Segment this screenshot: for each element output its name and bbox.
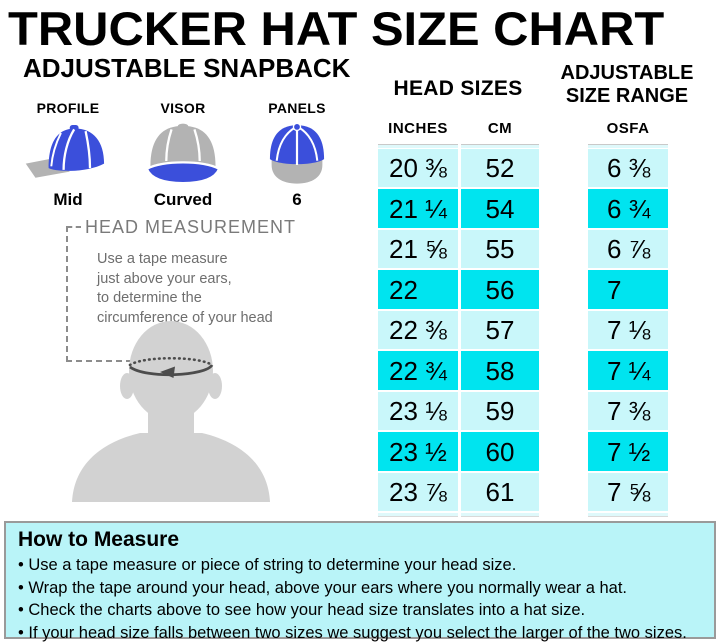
osfa-cell: 7 (588, 270, 668, 309)
how-to-bullet: • Wrap the tape around your head, above … (18, 578, 627, 597)
inches-cell: 23 ⅞ (378, 472, 458, 512)
inches-cell: 22 ¾ (378, 351, 458, 390)
cm-cell: 60 (461, 432, 539, 471)
feature-panels: PANELS 6 (244, 100, 350, 210)
inches-cell: 21 ⅝ (378, 229, 458, 269)
cm-cell: 61 (461, 472, 539, 512)
head-sizes-title: HEAD SIZES (393, 77, 523, 100)
table-edge (378, 144, 458, 148)
table-edge (461, 144, 539, 148)
dashed-connector-bottom (66, 360, 132, 362)
cap-front-visor-icon (145, 123, 221, 185)
how-to-bullet: • Check the charts above to see how your… (18, 601, 586, 619)
table-edge (461, 513, 539, 518)
table-edge (378, 513, 458, 518)
osfa-cell: 7 ¼ (588, 351, 668, 390)
subtitle: ADJUSTABLE SNAPBACK (23, 53, 351, 83)
cm-cell: 56 (461, 270, 539, 309)
feature-profile-label: PROFILE (36, 100, 100, 116)
column-header-inches: INCHES (388, 120, 448, 137)
cm-cell: 58 (461, 351, 539, 390)
feature-panels-label: PANELS (268, 100, 326, 116)
inches-cell: 21 ¼ (378, 189, 458, 228)
feature-visor: VISOR Curved (130, 100, 236, 210)
adjustable-size-range-title: ADJUSTABLE SIZE RANGE (560, 62, 694, 107)
inches-cell: 23 ⅛ (378, 391, 458, 431)
dashed-connector-vertical (66, 226, 68, 362)
how-to-measure-box: How to Measure • Use a tape measure or p… (4, 521, 716, 642)
cm-cell: 57 (461, 310, 539, 350)
how-to-measure-heading: How to Measure (18, 528, 180, 551)
tape-measure-icon (128, 356, 214, 377)
osfa-cell: 7 ⅝ (588, 472, 668, 512)
page-title: TRUCKER HAT SIZE CHART (8, 2, 665, 55)
feature-profile: PROFILE Mid (15, 100, 121, 210)
osfa-cell: 7 ⅜ (588, 391, 668, 431)
cm-column: 52 54 55 56 57 58 59 60 61 (461, 144, 539, 518)
table-edge (588, 144, 668, 148)
feature-visor-label: VISOR (160, 100, 206, 116)
table-edge (588, 513, 668, 518)
instruction-line: just above your ears, (97, 270, 232, 287)
column-header-osfa: OSFA (606, 120, 650, 137)
cap-side-profile-icon (25, 124, 105, 178)
osfa-cell: 7 ⅛ (588, 310, 668, 350)
feature-visor-value: Curved (153, 190, 213, 209)
cap-top-panels-icon (269, 122, 325, 184)
inches-cell: 22 ⅜ (378, 310, 458, 350)
head-measurement-instructions: Use a tape measure just above your ears,… (97, 250, 273, 328)
inches-cell: 22 (378, 270, 458, 309)
head-measurement-heading: HEAD MEASUREMENT (85, 217, 297, 237)
osfa-cell: 7 ½ (588, 432, 668, 471)
cm-cell: 54 (461, 189, 539, 228)
instruction-line: circumference of your head (97, 309, 273, 326)
how-to-bullet: • Use a tape measure or piece of string … (18, 556, 517, 574)
osfa-cell: 6 ⅞ (588, 229, 668, 269)
tape-arrow-icon (160, 366, 175, 378)
how-to-bullet: • If your head size falls between two si… (18, 623, 687, 642)
feature-profile-value: Mid (53, 190, 83, 209)
instruction-line: to determine the (97, 290, 202, 306)
inches-column: 20 ⅜ 21 ¼ 21 ⅝ 22 22 ⅜ 22 ¾ 23 ⅛ 23 ½ 23… (378, 144, 458, 518)
osfa-cell: 6 ⅜ (588, 149, 668, 188)
feature-panels-value: 6 (292, 190, 302, 209)
osfa-cell: 6 ¾ (588, 189, 668, 228)
head-silhouette-icon (72, 321, 270, 502)
inches-cell: 20 ⅜ (378, 149, 458, 188)
dashed-connector-top (67, 226, 81, 228)
cm-cell: 55 (461, 229, 539, 269)
cm-cell: 52 (461, 149, 539, 188)
cm-cell: 59 (461, 391, 539, 431)
osfa-column: 6 ⅜ 6 ¾ 6 ⅞ 7 7 ⅛ 7 ¼ 7 ⅜ 7 ½ 7 ⅝ (588, 144, 668, 518)
instruction-line: Use a tape measure (97, 251, 228, 267)
column-header-cm: CM (487, 120, 513, 137)
inches-cell: 23 ½ (378, 432, 458, 471)
